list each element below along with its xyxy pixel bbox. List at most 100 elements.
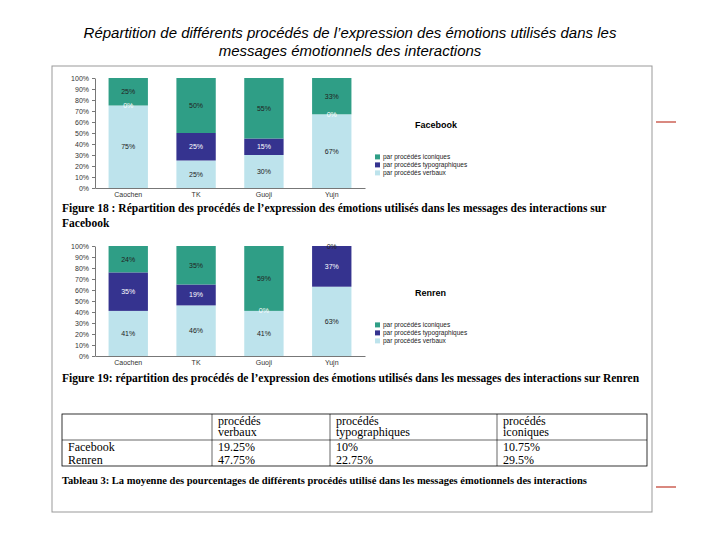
bar-segment	[176, 161, 215, 189]
text-line: Répartition de différents procédés de l’…	[84, 24, 617, 41]
table-cell: Facebook	[68, 440, 115, 454]
tick: 90%	[75, 254, 95, 261]
tick-label: 60%	[75, 287, 89, 294]
table-cell: 22.75%	[336, 453, 373, 467]
legend-label: par procédés verbaux	[383, 337, 447, 345]
data-label: 25%	[189, 143, 203, 150]
bar-segment	[176, 246, 215, 285]
tick-label: 50%	[75, 130, 89, 137]
tick: 20%	[75, 331, 95, 338]
tick-label: Yujn	[325, 191, 339, 199]
table-border	[62, 414, 647, 466]
data-label: 59%	[257, 275, 271, 282]
figure-caption: Figure 18 : Répartition des procédés de …	[62, 202, 606, 229]
data-label: 67%	[325, 148, 339, 155]
legend: par procédés iconiquespar procédés typog…	[375, 153, 468, 177]
data-label: 55%	[257, 105, 271, 112]
chart: 0%10%20%30%40%50%60%70%80%90%100%Caochen…	[71, 75, 468, 199]
bar-segment	[176, 285, 215, 306]
tick-label: 90%	[75, 254, 89, 261]
tick-label: 30%	[75, 320, 89, 327]
tick-label: 100%	[71, 75, 89, 82]
tick-mark	[92, 301, 95, 302]
tick-label: 30%	[75, 152, 89, 159]
axis-line	[96, 356, 366, 357]
data-label: 35%	[189, 262, 203, 269]
tick-mark	[92, 78, 95, 79]
chart-title: Facebook	[415, 120, 458, 130]
tick-mark	[92, 345, 95, 346]
bar-segment	[312, 287, 351, 356]
data-label: 0%	[327, 111, 337, 118]
data-labels: 75%25%30%67%0%25%15%0%25%50%55%33%	[121, 88, 339, 178]
text-line: Facebook	[62, 217, 110, 229]
tick: 50%	[75, 298, 95, 305]
tick-label: 20%	[75, 163, 89, 170]
data-label: 30%	[257, 168, 271, 175]
tick: 0%	[79, 185, 95, 192]
bars	[109, 246, 352, 356]
slide: Répartition de différents procédés de l’…	[0, 0, 720, 540]
legend-label: par procédés iconiques	[383, 321, 451, 329]
tick-mark	[92, 312, 95, 313]
tick: 10%	[75, 174, 95, 181]
tick-mark	[92, 100, 95, 101]
series	[109, 78, 352, 139]
legend-swatch	[375, 338, 380, 343]
bars	[109, 78, 352, 188]
tick-label: Caochen	[114, 191, 142, 198]
data-label: 25%	[121, 88, 135, 95]
axis-line	[96, 188, 366, 189]
table-cell: 29.5%	[503, 453, 534, 467]
tick: 90%	[75, 86, 95, 93]
axis-line	[95, 79, 96, 189]
tick-label: 50%	[75, 298, 89, 305]
legend-swatch	[375, 170, 380, 175]
bar-segment	[312, 78, 351, 114]
tick-mark	[92, 323, 95, 324]
tick-mark	[92, 268, 95, 269]
tick: Yujn	[325, 359, 339, 367]
tick: Guoji	[256, 359, 273, 367]
legend-swatch	[375, 162, 380, 167]
table-header: procédéstypographiques	[336, 414, 410, 439]
table-caption: Tableau 3: La moyenne des pourcentages d…	[62, 475, 587, 486]
data-label: 0%	[259, 307, 269, 314]
chart: 0%10%20%30%40%50%60%70%80%90%100%Caochen…	[71, 243, 468, 367]
y-axis: 0%10%20%30%40%50%60%70%80%90%100%	[71, 243, 95, 360]
tick: 0%	[79, 353, 95, 360]
legend-item: par procédés iconiques	[375, 321, 451, 329]
frame	[52, 66, 652, 512]
data-label: 37%	[325, 263, 339, 270]
tick-mark	[92, 166, 95, 167]
tick: 30%	[75, 152, 95, 159]
data-label: 35%	[121, 288, 135, 295]
tick-label: 40%	[75, 309, 89, 316]
bar-segment	[109, 246, 148, 272]
table-cell: 47.75%	[218, 453, 255, 467]
legend-label: par procédés typographiques	[383, 161, 468, 169]
legend-item: par procédés typographiques	[375, 329, 468, 337]
tick-label: 80%	[75, 97, 89, 104]
tick: 60%	[75, 287, 95, 294]
table: procédésverbauxprocédéstypographiquespro…	[62, 414, 647, 467]
bar-segment	[176, 305, 215, 356]
tick-label: 80%	[75, 265, 89, 272]
legend-item: par procédés verbaux	[375, 337, 447, 345]
legend-label: par procédés typographiques	[383, 329, 468, 337]
decoration	[656, 486, 676, 487]
tick-mark	[92, 188, 95, 189]
tick-label: Caochen	[114, 359, 142, 366]
tick-label: TK	[192, 191, 201, 198]
data-label: 15%	[257, 143, 271, 150]
tick-mark	[92, 257, 95, 258]
series	[109, 106, 352, 189]
data-label: 33%	[325, 93, 339, 100]
data-label: 46%	[189, 327, 203, 334]
tick-mark	[92, 89, 95, 90]
tick-label: 20%	[75, 331, 89, 338]
tick-label: 10%	[75, 342, 89, 349]
figure-caption: Figure 19: répartition des procédés de l…	[62, 372, 640, 385]
tick-mark	[92, 155, 95, 156]
bar-segment	[109, 106, 148, 189]
